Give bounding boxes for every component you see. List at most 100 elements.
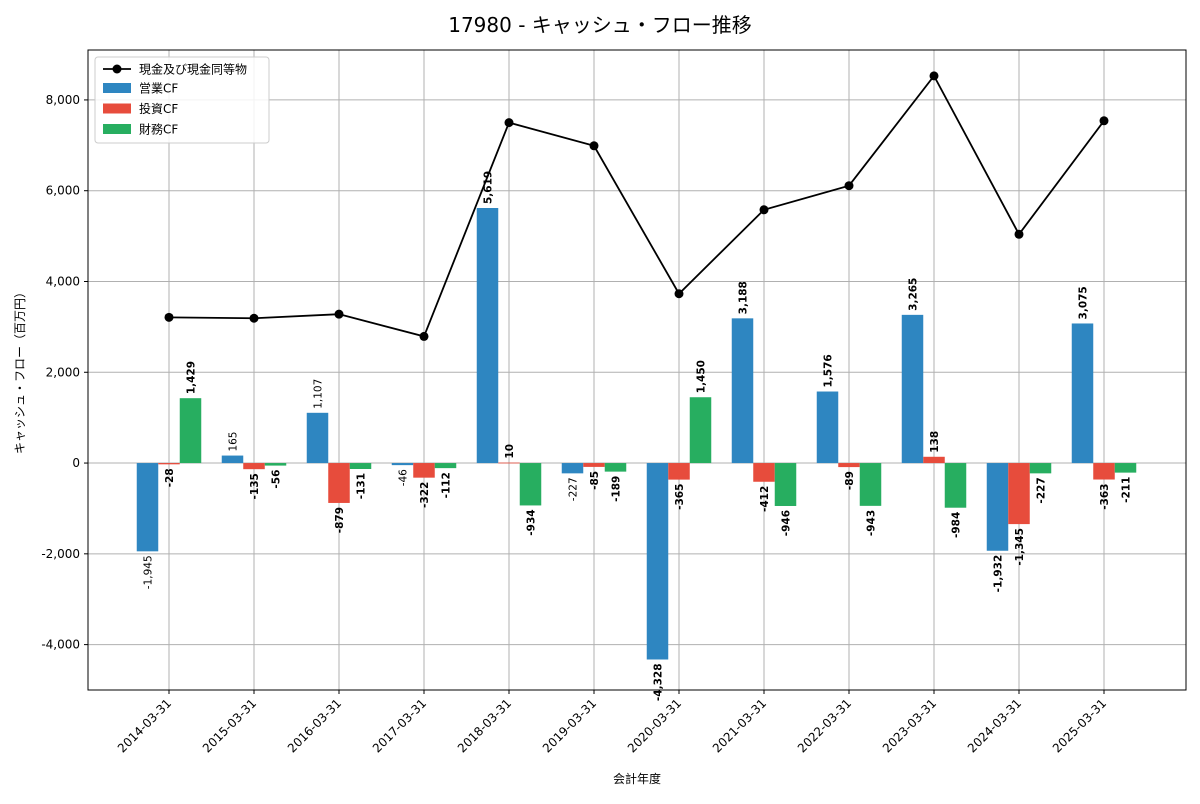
bar-value-label: 165 bbox=[228, 432, 240, 452]
plot-frame bbox=[87, 49, 1187, 691]
bar-value-label: -28 bbox=[164, 468, 176, 487]
legend-label: 営業CF bbox=[139, 82, 178, 96]
bar-営業CF bbox=[901, 314, 924, 464]
cash-point bbox=[334, 309, 344, 319]
bar-財務CF bbox=[264, 463, 287, 466]
legend-label: 財務CF bbox=[139, 122, 178, 137]
bar-投資CF bbox=[923, 456, 945, 464]
y-tick-label: 6,000 bbox=[46, 184, 80, 198]
cash-point bbox=[674, 289, 684, 299]
bar-営業CF bbox=[391, 463, 414, 466]
legend-swatch bbox=[103, 103, 131, 114]
bar-投資CF bbox=[753, 463, 775, 482]
y-tick-label: -4,000 bbox=[41, 638, 80, 652]
bar-value-label: -211 bbox=[1121, 477, 1133, 503]
bar-value-label: -1,932 bbox=[993, 555, 1005, 593]
bar-投資CF bbox=[328, 463, 350, 503]
bar-営業CF bbox=[816, 391, 839, 464]
cash-point bbox=[929, 71, 939, 81]
cash-line bbox=[168, 74, 1105, 338]
bar-value-label: -412 bbox=[759, 486, 771, 512]
bar-value-label: 3,265 bbox=[908, 278, 920, 311]
y-tick-label: -2,000 bbox=[41, 547, 80, 561]
bar-value-label: -1,945 bbox=[143, 555, 155, 589]
bar-投資CF bbox=[158, 463, 180, 465]
bar-営業CF bbox=[476, 208, 499, 464]
cash-point bbox=[759, 205, 769, 215]
bar-営業CF bbox=[646, 463, 669, 660]
bar-value-label: -365 bbox=[674, 484, 686, 510]
bar-投資CF bbox=[668, 463, 690, 480]
bar-value-label: -227 bbox=[1036, 477, 1048, 503]
bar-value-label: -135 bbox=[249, 473, 261, 499]
bar-営業CF bbox=[986, 463, 1009, 551]
bar-財務CF bbox=[1029, 463, 1052, 474]
bar-value-label: 3,075 bbox=[1078, 286, 1090, 319]
bar-value-label: 3,188 bbox=[738, 281, 750, 314]
cash-point bbox=[1014, 229, 1024, 239]
legend-label: 投資CF bbox=[139, 101, 178, 116]
bar-財務CF bbox=[349, 463, 372, 469]
bar-value-label: -89 bbox=[844, 471, 856, 490]
bar-財務CF bbox=[1114, 463, 1137, 473]
y-tick-label: 8,000 bbox=[46, 93, 80, 107]
y-tick-label: 2,000 bbox=[46, 365, 80, 379]
bar-value-label: 10 bbox=[504, 444, 516, 459]
bar-財務CF bbox=[519, 463, 542, 506]
bars-layer bbox=[136, 208, 1137, 660]
bar-value-label: -46 bbox=[398, 469, 410, 486]
cash-point bbox=[164, 312, 174, 322]
bar-営業CF bbox=[221, 455, 244, 464]
bar-投資CF bbox=[498, 462, 520, 464]
legend-box bbox=[94, 56, 270, 144]
cash-point bbox=[249, 313, 259, 323]
bar-投資CF bbox=[1093, 463, 1115, 480]
bar-営業CF bbox=[136, 463, 159, 552]
bar-財務CF bbox=[604, 463, 627, 472]
bar-value-label: 1,429 bbox=[186, 361, 198, 394]
bar-value-label: -934 bbox=[526, 509, 538, 535]
cash-point bbox=[419, 331, 429, 341]
chart-title: 17980 - キャッシュ・フロー推移 bbox=[448, 13, 752, 37]
bar-財務CF bbox=[859, 463, 882, 506]
cash-point bbox=[1099, 116, 1109, 126]
bar-value-label: 1,450 bbox=[696, 360, 708, 393]
bar-営業CF bbox=[306, 412, 329, 464]
bar-投資CF bbox=[1008, 463, 1030, 525]
bar-value-label: -56 bbox=[271, 470, 283, 489]
bar-value-label: -946 bbox=[781, 510, 793, 536]
bar-営業CF bbox=[561, 463, 584, 474]
bar-value-label: -227 bbox=[568, 477, 580, 501]
bar-投資CF bbox=[583, 463, 605, 467]
x-axis-label: 会計年度 bbox=[613, 771, 661, 786]
bar-営業CF bbox=[1071, 323, 1094, 464]
bar-value-label: -131 bbox=[356, 473, 368, 499]
cash-point bbox=[504, 118, 514, 128]
bar-value-label: -322 bbox=[419, 482, 431, 508]
legend-swatch bbox=[103, 124, 131, 134]
legend-label: 現金及び現金同等物 bbox=[139, 62, 247, 77]
bar-財務CF bbox=[944, 463, 967, 508]
bar-value-label: -984 bbox=[951, 512, 963, 538]
bar-value-label: 5,619 bbox=[483, 171, 495, 204]
bar-value-label: -943 bbox=[866, 510, 878, 536]
bar-value-label: -85 bbox=[589, 471, 601, 490]
bar-投資CF bbox=[413, 463, 435, 478]
bar-value-label: 138 bbox=[929, 431, 941, 453]
y-tick-label: 4,000 bbox=[46, 274, 80, 288]
bar-labels-layer: -1,945 165 1,107 -46 5,619 -227 -4,328 3,188 1,5… bbox=[143, 171, 1133, 701]
bar-投資CF bbox=[838, 463, 860, 468]
bar-value-label: -4,328 bbox=[653, 663, 665, 701]
bar-value-label: -879 bbox=[334, 507, 346, 533]
cash-point bbox=[844, 181, 854, 191]
bar-投資CF bbox=[243, 463, 265, 470]
cash-point bbox=[589, 141, 599, 151]
bar-value-label: 1,107 bbox=[313, 379, 325, 409]
bar-財務CF bbox=[689, 397, 712, 464]
legend-line-marker bbox=[112, 64, 122, 74]
bar-営業CF bbox=[731, 318, 754, 464]
bar-財務CF bbox=[774, 463, 797, 506]
